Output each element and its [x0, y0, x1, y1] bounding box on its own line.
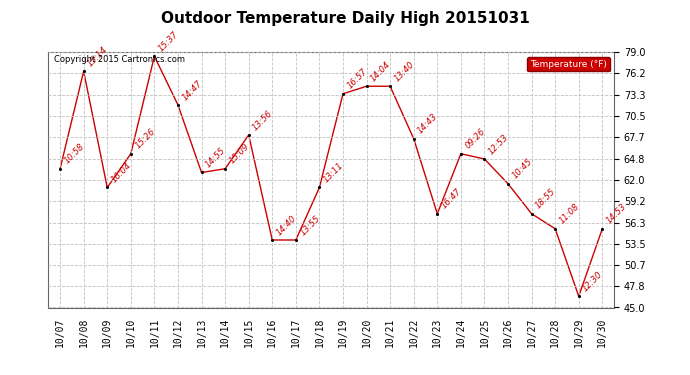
Text: 15:09: 15:09 — [228, 142, 251, 166]
Text: 18:55: 18:55 — [534, 187, 558, 211]
Text: 15:26: 15:26 — [133, 127, 157, 151]
Point — [101, 184, 112, 190]
Text: Copyright 2015 Cartronics.com: Copyright 2015 Cartronics.com — [54, 55, 185, 64]
Legend: Temperature (°F): Temperature (°F) — [527, 57, 609, 71]
Text: 14:47: 14:47 — [180, 78, 204, 102]
Point — [502, 181, 513, 187]
Point — [290, 237, 302, 243]
Point — [597, 226, 608, 232]
Point — [432, 211, 443, 217]
Text: 13:40: 13:40 — [393, 60, 416, 83]
Text: 14:55: 14:55 — [204, 146, 228, 170]
Text: 14:40: 14:40 — [275, 213, 298, 237]
Point — [126, 151, 137, 157]
Text: 09:26: 09:26 — [463, 127, 487, 151]
Text: 10:45: 10:45 — [511, 157, 534, 181]
Point — [384, 83, 395, 89]
Text: 13:56: 13:56 — [251, 108, 275, 132]
Point — [78, 68, 89, 74]
Text: 10:58: 10:58 — [63, 142, 86, 166]
Text: 11:08: 11:08 — [558, 202, 581, 226]
Point — [526, 211, 537, 217]
Text: 12:53: 12:53 — [486, 132, 511, 156]
Text: 16:57: 16:57 — [345, 67, 369, 91]
Point — [550, 226, 561, 232]
Text: 12:30: 12:30 — [581, 270, 604, 293]
Text: 16:04: 16:04 — [110, 161, 133, 184]
Point — [408, 136, 420, 142]
Point — [172, 102, 184, 108]
Text: Outdoor Temperature Daily High 20151031: Outdoor Temperature Daily High 20151031 — [161, 11, 529, 26]
Text: 15:14: 15:14 — [86, 45, 110, 68]
Text: 16:47: 16:47 — [440, 187, 463, 211]
Point — [267, 237, 278, 243]
Point — [219, 166, 230, 172]
Point — [314, 184, 325, 190]
Text: 13:55: 13:55 — [298, 213, 322, 237]
Point — [573, 293, 584, 299]
Point — [361, 83, 372, 89]
Text: 13:11: 13:11 — [322, 161, 346, 184]
Text: 15:37: 15:37 — [157, 30, 180, 53]
Text: 14:04: 14:04 — [369, 60, 393, 83]
Point — [455, 151, 466, 157]
Point — [337, 91, 348, 97]
Text: 14:43: 14:43 — [416, 112, 440, 136]
Point — [479, 156, 490, 162]
Point — [55, 166, 66, 172]
Point — [149, 53, 160, 59]
Point — [243, 132, 254, 138]
Point — [196, 170, 207, 176]
Text: 14:53: 14:53 — [604, 202, 629, 226]
